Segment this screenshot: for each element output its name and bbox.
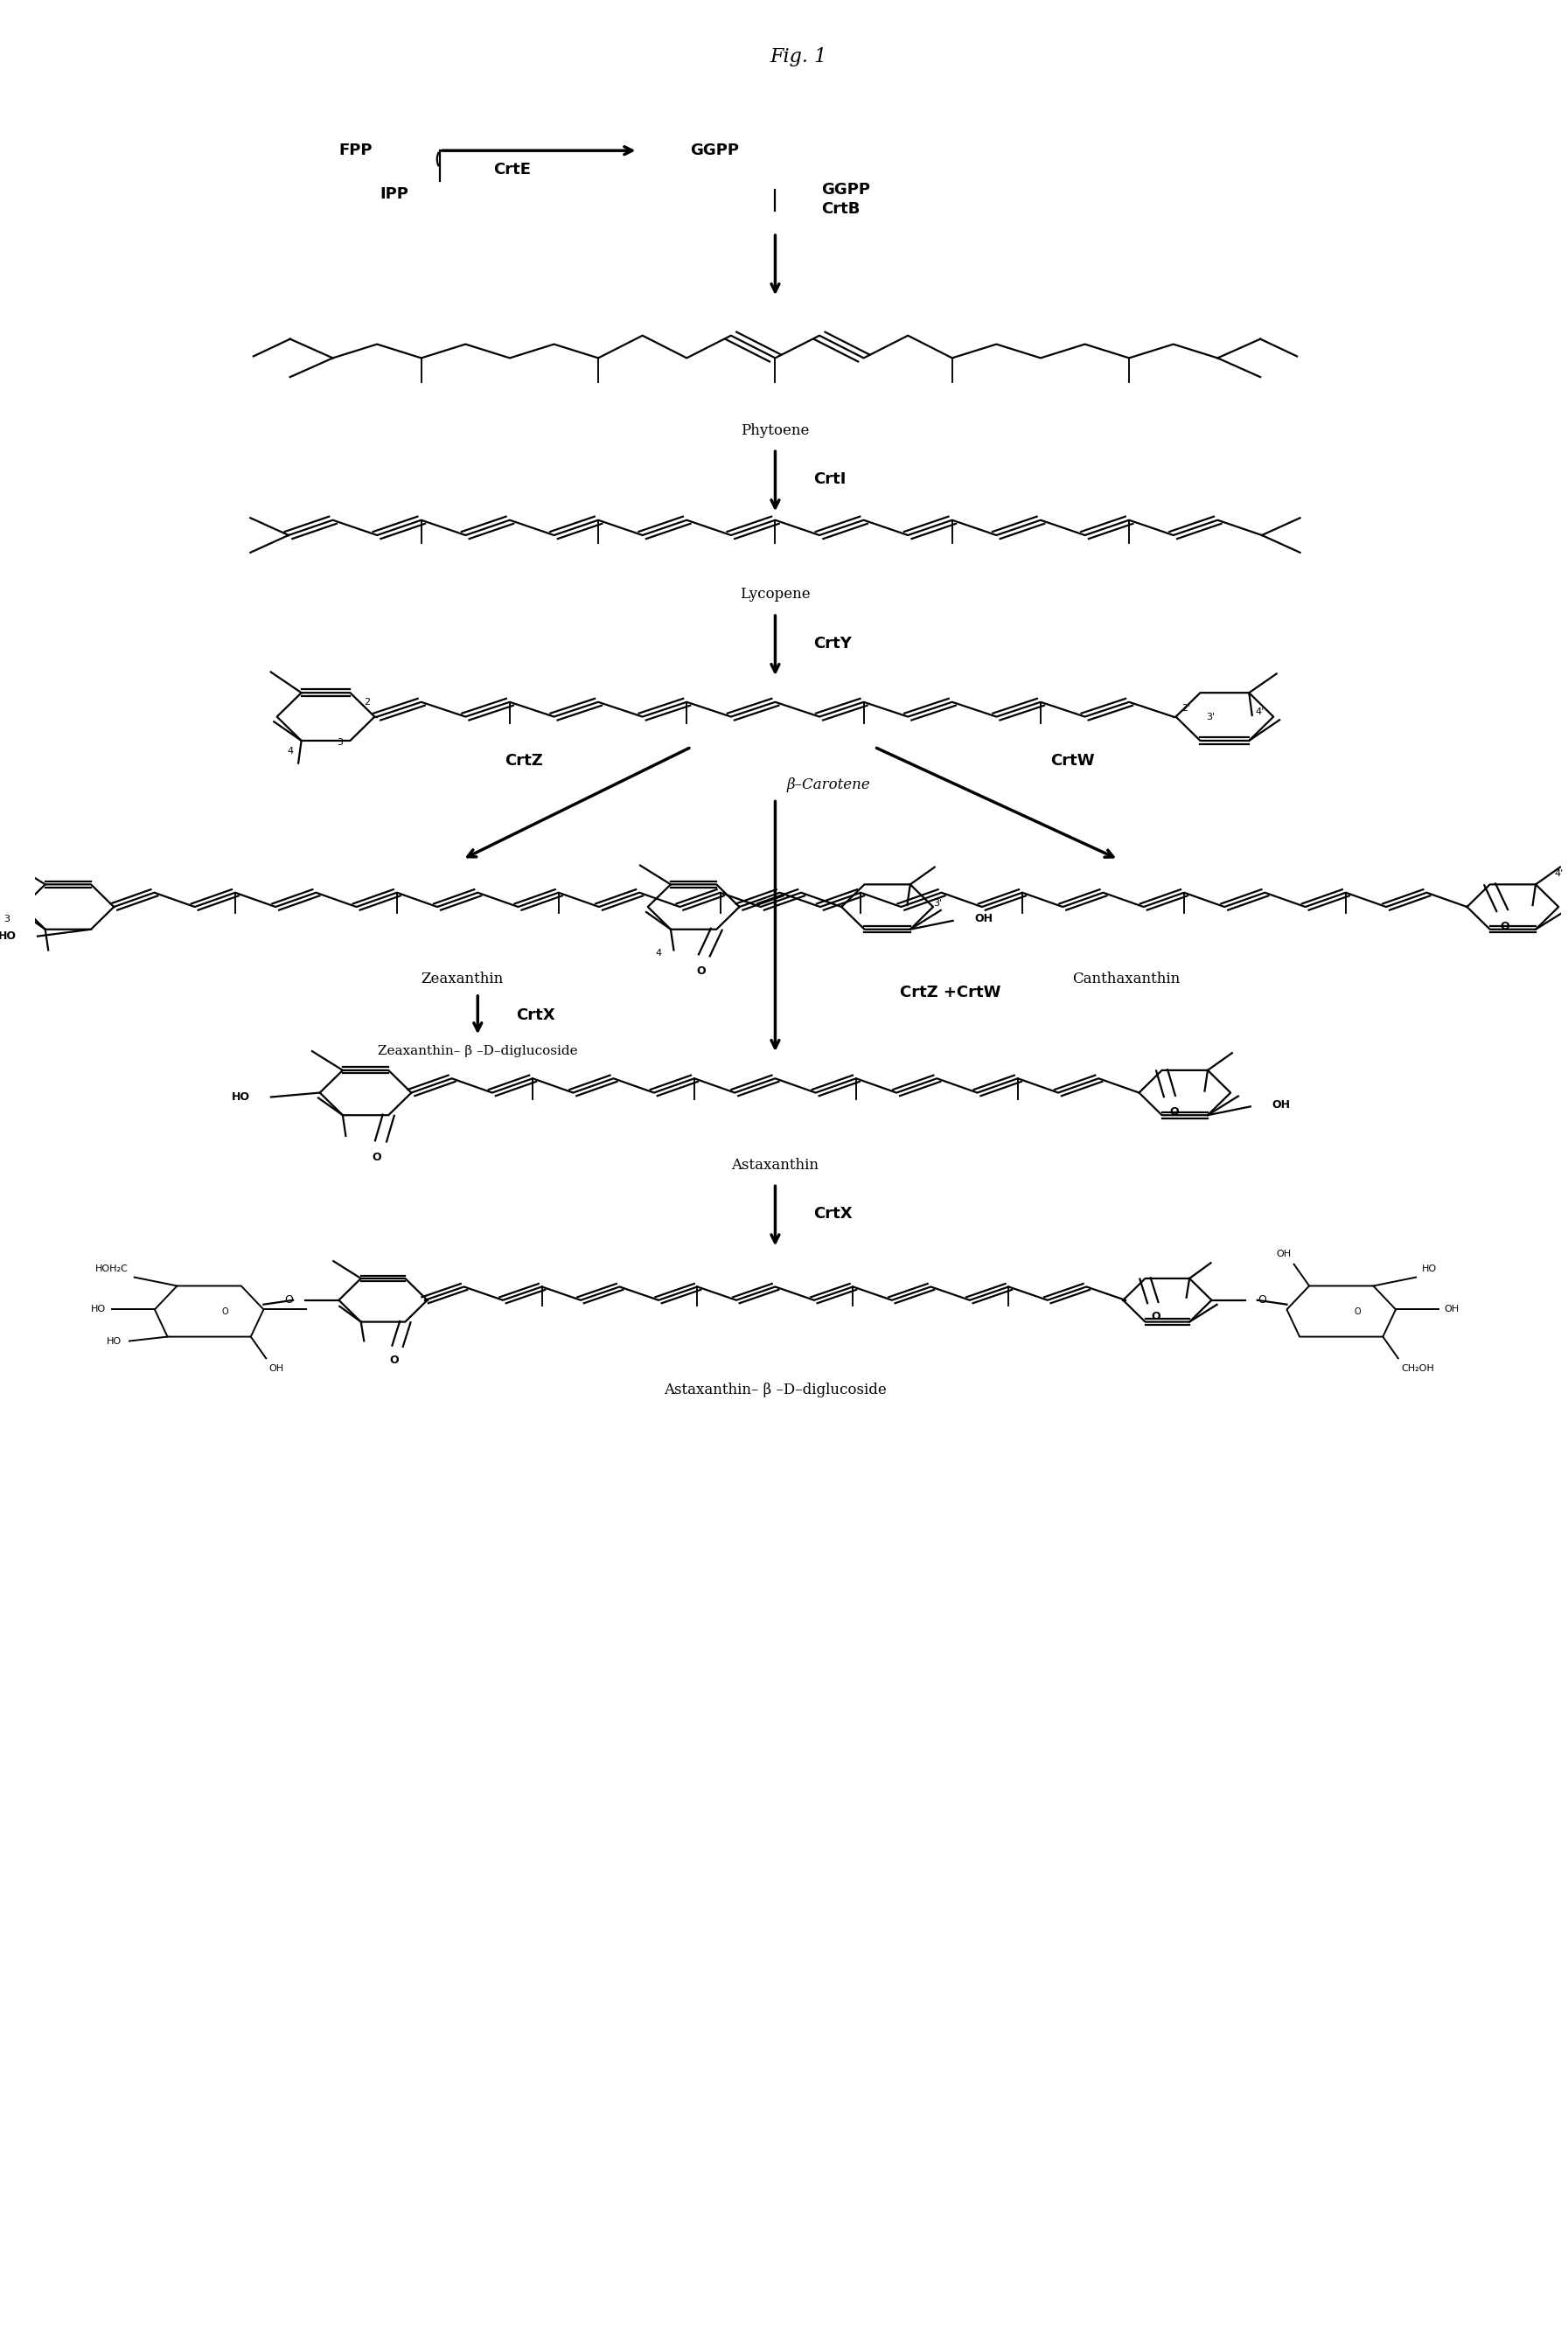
Text: 3: 3 bbox=[5, 915, 9, 922]
Text: CrtZ +CrtW: CrtZ +CrtW bbox=[900, 986, 1000, 1000]
Text: Lycopene: Lycopene bbox=[740, 588, 811, 602]
Text: O: O bbox=[221, 1306, 229, 1316]
Text: OH: OH bbox=[1272, 1100, 1290, 1110]
Text: GGPP: GGPP bbox=[690, 143, 739, 159]
Text: HOH₂C: HOH₂C bbox=[96, 1264, 129, 1274]
Text: HO: HO bbox=[0, 932, 16, 941]
Text: O: O bbox=[1151, 1311, 1160, 1323]
Text: HO: HO bbox=[107, 1337, 122, 1346]
Text: HO: HO bbox=[1422, 1264, 1438, 1274]
Text: CrtE: CrtE bbox=[492, 162, 530, 178]
Text: CrtB: CrtB bbox=[822, 201, 859, 218]
Text: Astaxanthin: Astaxanthin bbox=[732, 1156, 818, 1173]
Text: 4': 4' bbox=[1554, 869, 1563, 878]
Text: O: O bbox=[372, 1152, 381, 1163]
Text: 2: 2 bbox=[364, 698, 370, 707]
Text: 2': 2' bbox=[1182, 705, 1190, 712]
Text: O: O bbox=[284, 1295, 293, 1306]
Text: O: O bbox=[696, 964, 706, 976]
Text: HO: HO bbox=[232, 1091, 249, 1103]
Text: Zeaxanthin– β –D–diglucoside: Zeaxanthin– β –D–diglucoside bbox=[378, 1044, 577, 1058]
Text: CrtZ: CrtZ bbox=[505, 754, 543, 768]
Text: GGPP: GGPP bbox=[822, 183, 870, 197]
Text: O: O bbox=[1170, 1107, 1179, 1119]
Text: Astaxanthin– β –D–diglucoside: Astaxanthin– β –D–diglucoside bbox=[663, 1381, 886, 1398]
Text: OH: OH bbox=[1276, 1250, 1290, 1257]
Text: 4: 4 bbox=[287, 747, 293, 756]
Text: Fig. 1: Fig. 1 bbox=[770, 47, 826, 66]
Text: 3': 3' bbox=[933, 899, 942, 908]
Text: OH: OH bbox=[270, 1365, 284, 1374]
Text: 3': 3' bbox=[1206, 714, 1215, 721]
Text: CrtX: CrtX bbox=[516, 1007, 555, 1023]
Text: OH: OH bbox=[1444, 1306, 1460, 1313]
Text: CrtI: CrtI bbox=[814, 471, 847, 487]
Text: CrtY: CrtY bbox=[814, 634, 851, 651]
Text: CrtW: CrtW bbox=[1051, 754, 1094, 768]
Text: O: O bbox=[1258, 1295, 1265, 1306]
Text: 4': 4' bbox=[1254, 707, 1264, 716]
Text: OH: OH bbox=[974, 913, 993, 925]
Text: FPP: FPP bbox=[339, 143, 373, 159]
Text: Zeaxanthin: Zeaxanthin bbox=[422, 972, 503, 986]
Text: Phytoene: Phytoene bbox=[742, 424, 809, 438]
Text: Canthaxanthin: Canthaxanthin bbox=[1073, 972, 1181, 986]
Text: 4: 4 bbox=[655, 948, 662, 957]
Text: HO: HO bbox=[91, 1306, 107, 1313]
Text: CH₂OH: CH₂OH bbox=[1402, 1365, 1435, 1374]
Text: CrtX: CrtX bbox=[814, 1206, 853, 1222]
Text: O: O bbox=[1353, 1306, 1361, 1316]
Text: IPP: IPP bbox=[379, 185, 408, 201]
Text: β–Carotene: β–Carotene bbox=[787, 777, 870, 791]
Text: O: O bbox=[1501, 920, 1510, 932]
Text: 3: 3 bbox=[337, 737, 342, 747]
Text: O: O bbox=[390, 1355, 400, 1367]
